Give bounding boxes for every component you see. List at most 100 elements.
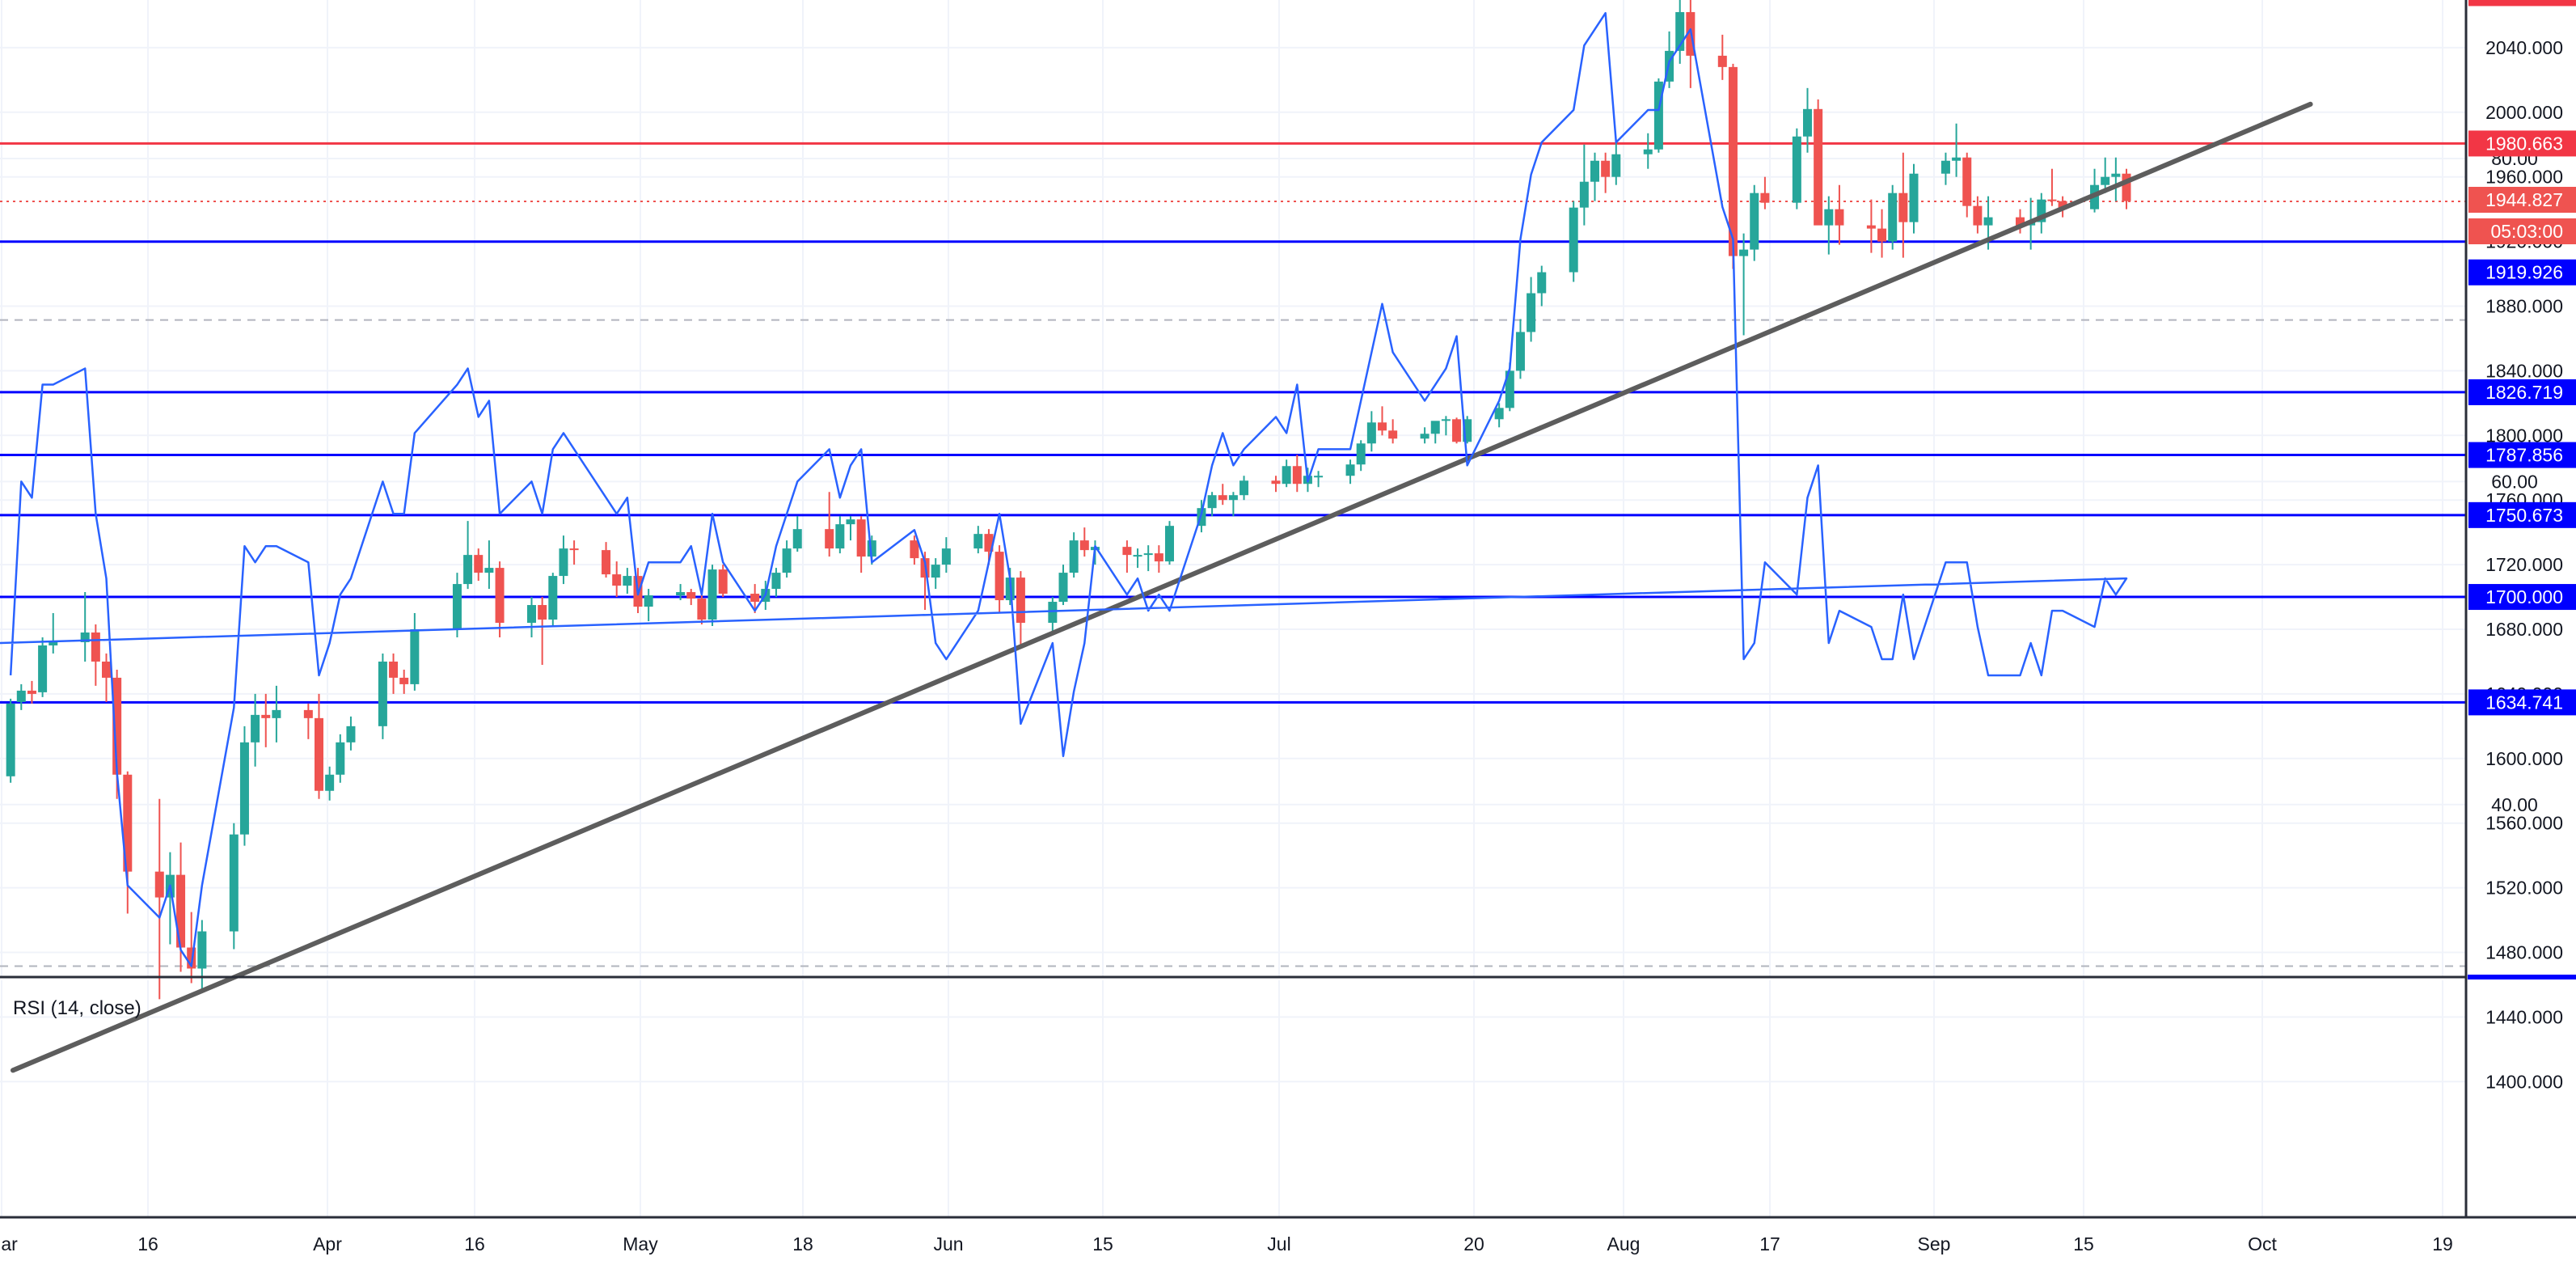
candle-body	[1292, 466, 1302, 484]
trendline	[11, 101, 2313, 1073]
countdown-tag: 05:03:00	[2490, 221, 2563, 242]
candle-body	[1388, 430, 1398, 439]
candle-body	[410, 629, 420, 684]
y-tick-label: 1480.000	[2485, 942, 2563, 963]
candle-body	[80, 632, 90, 642]
rsi-y-tick-label: 60.00	[2491, 471, 2538, 492]
candle-body	[750, 594, 760, 603]
candle-body	[644, 595, 653, 607]
candle-body	[1527, 293, 1536, 332]
level-line-layer	[0, 142, 2466, 704]
candle-body	[1420, 434, 1429, 439]
candle-body	[1165, 526, 1174, 562]
rsi-band-layer	[0, 319, 2466, 967]
candle-body	[1143, 553, 1153, 556]
candle-body	[973, 534, 983, 549]
candle-body	[771, 573, 781, 590]
candle-body	[229, 834, 239, 932]
candle-body	[1962, 157, 1972, 206]
candle-body	[707, 569, 717, 620]
candle-body	[1824, 209, 1834, 226]
rsi-line	[0, 11, 2128, 967]
candle-body	[2122, 173, 2131, 201]
candle-body	[1940, 160, 1950, 174]
candle-body	[623, 576, 632, 586]
y-tick-label: 2040.000	[2485, 37, 2563, 58]
trendline-layer	[11, 101, 2313, 1073]
x-tick-label: 17	[1759, 1233, 1780, 1254]
candle-body	[389, 661, 399, 678]
candle-body	[835, 524, 845, 549]
candle-body	[1356, 443, 1366, 465]
y-tick-label: 1440.000	[2485, 1006, 2563, 1027]
x-tick-label: 20	[1463, 1233, 1484, 1254]
candle-body	[1430, 421, 1440, 434]
candle-body	[602, 550, 611, 575]
candle-body	[941, 548, 951, 565]
candle-body	[272, 709, 281, 718]
candle-body	[1441, 419, 1451, 421]
x-tick-label: 19	[2432, 1233, 2453, 1254]
candle-body	[559, 548, 568, 577]
candle-body	[612, 574, 622, 586]
level-price-tag-bg	[2468, 379, 2576, 405]
x-tick-label: Jun	[933, 1233, 963, 1254]
y-tick-label: 1520.000	[2485, 878, 2563, 899]
candle-body	[1463, 419, 1472, 442]
candle-body	[1898, 192, 1908, 222]
candle-body	[1973, 205, 1983, 226]
level-price-tag-bg	[2468, 130, 2576, 157]
candle-body	[1228, 495, 1238, 501]
candle-body	[686, 592, 696, 599]
candle-body	[1835, 209, 1844, 226]
candle-body	[1983, 217, 1993, 226]
candle-body	[1537, 272, 1547, 294]
x-tick-label: 16	[464, 1233, 485, 1254]
candle-body	[995, 552, 1004, 601]
candle-body	[452, 584, 462, 629]
candle-body	[1909, 173, 1919, 222]
y-tick-label: 1840.000	[2485, 360, 2563, 381]
candle-body	[91, 632, 100, 662]
candle-body	[569, 548, 579, 551]
candle-body	[1505, 370, 1514, 408]
candle-body	[197, 931, 207, 969]
candle-body	[1653, 81, 1663, 150]
candle-body	[1154, 553, 1163, 562]
x-tick-label: Apr	[313, 1233, 342, 1254]
candle-body	[1048, 602, 1058, 624]
candle-body	[1207, 495, 1217, 509]
candle-body	[1579, 181, 1589, 208]
candle-body	[846, 519, 855, 525]
price-axis-marker	[2468, 975, 2576, 979]
y-tick-label: 2000.000	[2485, 102, 2563, 123]
candle-body	[112, 677, 122, 775]
candle-body	[378, 661, 387, 726]
candle-body	[1760, 192, 1770, 203]
candle-body	[1877, 228, 1887, 242]
candle-body	[49, 641, 58, 645]
x-tick-label: Jul	[1267, 1233, 1290, 1254]
candle-body	[1590, 160, 1599, 182]
y-tick-label: 1960.000	[2485, 167, 2563, 188]
candle-body	[38, 645, 48, 692]
candle-body	[1282, 466, 1291, 484]
candle-body	[1611, 154, 1621, 177]
candle-body	[2058, 201, 2067, 209]
candle-body	[1314, 476, 1324, 478]
y-tick-label: 1720.000	[2485, 554, 2563, 575]
level-price-tag: 1700.000	[2485, 586, 2563, 607]
level-price-tag-bg	[2468, 501, 2576, 528]
candle-body	[1122, 547, 1132, 556]
x-tick-label: May	[623, 1233, 658, 1254]
y-tick-label: 1400.000	[2485, 1071, 2563, 1092]
candle-body	[1814, 108, 1823, 226]
level-price-tag: 1980.663	[2485, 133, 2563, 154]
x-tick-label: 18	[792, 1233, 813, 1254]
candle-body	[1452, 419, 1462, 442]
candle-body	[1378, 422, 1387, 431]
candle-body	[187, 947, 196, 969]
last-price-tag-bg	[2468, 187, 2576, 214]
rsi-title: RSI (14, close)	[13, 997, 141, 1019]
candle-body	[1675, 11, 1685, 51]
